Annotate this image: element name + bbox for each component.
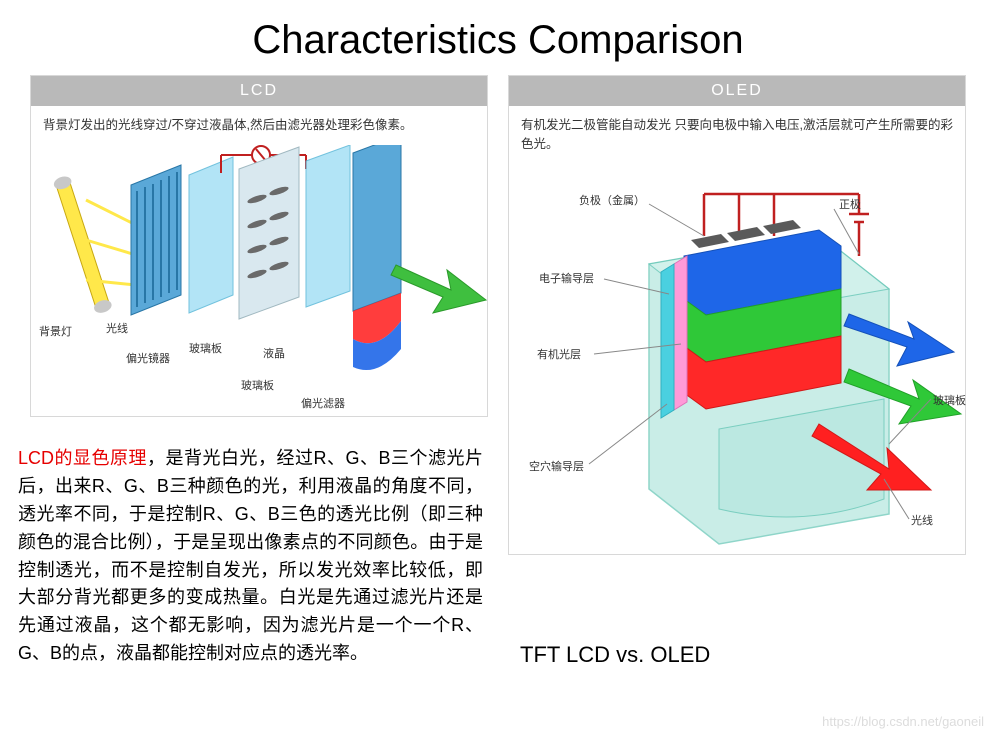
oled-label-light: 光线 bbox=[911, 512, 933, 528]
oled-header: OLED bbox=[509, 76, 965, 106]
description-block: LCD的显色原理，是背光白光，经过R、G、B三个滤光片后，出来R、G、B三种颜色… bbox=[18, 445, 483, 668]
lcd-label-polarizer1: 偏光镜器 bbox=[126, 350, 170, 366]
lcd-svg bbox=[31, 145, 491, 415]
oled-label-emissive: 有机光层 bbox=[537, 346, 581, 362]
lcd-label-light: 光线 bbox=[106, 320, 128, 336]
description-highlight: LCD的显色原理 bbox=[18, 448, 147, 468]
lcd-label-polarizer2: 偏光滤器 bbox=[301, 395, 345, 411]
lcd-description: 背景灯发出的光线穿过/不穿过液晶体,然后由滤光器处理彩色像素。 bbox=[31, 106, 487, 145]
oled-label-htl: 空穴输导层 bbox=[529, 458, 584, 474]
oled-label-glass: 玻璃板 bbox=[933, 392, 966, 408]
oled-panel: OLED 有机发光二极管能自动发光 只要向电极中输入电压,激活层就可产生所需要的… bbox=[508, 75, 966, 555]
caption: TFT LCD vs. OLED bbox=[520, 642, 710, 668]
oled-label-cathode: 负极（金属） bbox=[579, 192, 645, 208]
lcd-label-backlight: 背景灯 bbox=[39, 323, 72, 339]
description-body: ，是背光白光，经过R、G、B三个滤光片后，出来R、G、B三种颜色的光，利用液晶的… bbox=[18, 448, 483, 663]
lcd-label-glass2: 玻璃板 bbox=[241, 377, 274, 393]
oled-label-anode: 正极 bbox=[839, 196, 861, 212]
oled-description: 有机发光二极管能自动发光 只要向电极中输入电压,激活层就可产生所需要的彩色光。 bbox=[509, 106, 965, 164]
watermark: https://blog.csdn.net/gaoneil bbox=[822, 714, 984, 729]
lcd-label-lc: 液晶 bbox=[263, 345, 285, 361]
lcd-label-glass1: 玻璃板 bbox=[189, 340, 222, 356]
oled-svg bbox=[509, 164, 979, 564]
page-title: Characteristics Comparison bbox=[0, 0, 996, 75]
lcd-panel: LCD 背景灯发出的光线穿过/不穿过液晶体,然后由滤光器处理彩色像素。 bbox=[30, 75, 488, 417]
lcd-header: LCD bbox=[31, 76, 487, 106]
oled-label-etl: 电子输导层 bbox=[539, 270, 594, 286]
